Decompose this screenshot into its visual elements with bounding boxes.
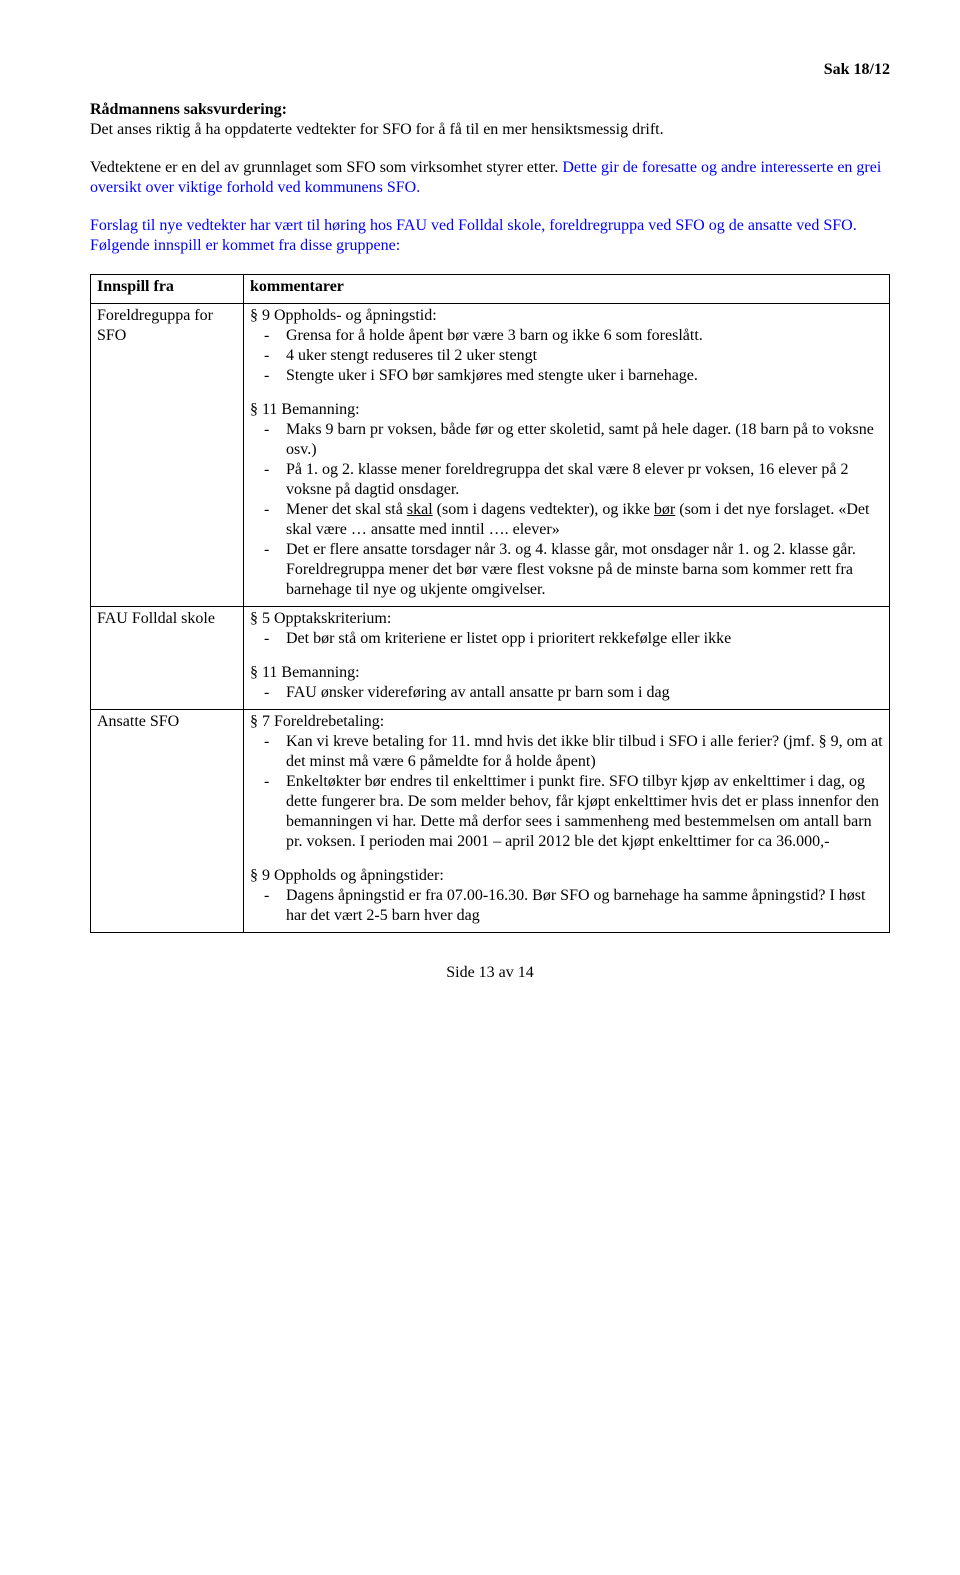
intro-p2: Vedtektene er en del av grunnlaget som S…	[90, 158, 890, 198]
s9-list-ansatte: Dagens åpningstid er fra 07.00-16.30. Bø…	[250, 886, 883, 926]
cell-from-foreldregruppa: Foreldreguppa for SFO	[91, 304, 244, 607]
table-row: Foreldreguppa for SFO § 9 Oppholds- og å…	[91, 304, 890, 607]
cell-comment-foreldregruppa: § 9 Oppholds- og åpningstid: Grensa for …	[244, 304, 890, 607]
s9-label-ansatte: § 9 Oppholds og åpningstider:	[250, 866, 883, 886]
list-item: Kan vi kreve betaling for 11. mnd hvis d…	[286, 732, 883, 772]
s9-list: Grensa for å holde åpent bør være 3 barn…	[250, 326, 883, 386]
list-item: FAU ønsker videreføring av antall ansatt…	[286, 683, 883, 703]
table-row: FAU Folldal skole § 5 Opptakskriterium: …	[91, 607, 890, 710]
page-header-sak: Sak 18/12	[90, 60, 890, 80]
innspill-table: Innspill fra kommentarer Foreldreguppa f…	[90, 274, 890, 933]
cell-from-fau: FAU Folldal skole	[91, 607, 244, 710]
intro-p3: Forslag til nye vedtekter har vært til h…	[90, 216, 890, 256]
s7-label: § 7 Foreldrebetaling:	[250, 712, 883, 732]
page-footer: Side 13 av 14	[90, 963, 890, 983]
table-row: Ansatte SFO § 7 Foreldrebetaling: Kan vi…	[91, 710, 890, 933]
underline-bor: bør	[654, 501, 675, 518]
list-item: 4 uker stengt reduseres til 2 uker steng…	[286, 346, 883, 366]
cell-comment-ansatte: § 7 Foreldrebetaling: Kan vi kreve betal…	[244, 710, 890, 933]
intro-p2a: Vedtektene er en del av grunnlaget som S…	[90, 159, 562, 176]
list-item: Enkeltøkter bør endres til enkelttimer i…	[286, 772, 883, 852]
underline-skal: skal	[407, 501, 433, 518]
section-title: Rådmannens saksvurdering:	[90, 100, 890, 120]
list-item: Stengte uker i SFO bør samkjøres med ste…	[286, 366, 883, 386]
s5-list: Det bør stå om kriteriene er listet opp …	[250, 629, 883, 649]
cell-comment-fau: § 5 Opptakskriterium: Det bør stå om kri…	[244, 607, 890, 710]
s11-label-fau: § 11 Bemanning:	[250, 663, 883, 683]
list-item: På 1. og 2. klasse mener foreldregruppa …	[286, 460, 883, 500]
s5-label: § 5 Opptakskriterium:	[250, 609, 883, 629]
s9-label: § 9 Oppholds- og åpningstid:	[250, 306, 883, 326]
table-header-row: Innspill fra kommentarer	[91, 275, 890, 304]
s11-list-fau: FAU ønsker videreføring av antall ansatt…	[250, 683, 883, 703]
list-item: Det bør stå om kriteriene er listet opp …	[286, 629, 883, 649]
s7-list: Kan vi kreve betaling for 11. mnd hvis d…	[250, 732, 883, 852]
txt: (som i dagens vedtekter), og ikke	[433, 501, 654, 518]
list-item: Mener det skal stå skal (som i dagens ve…	[286, 500, 883, 540]
th-innspill-fra: Innspill fra	[91, 275, 244, 304]
list-item: Maks 9 barn pr voksen, både før og etter…	[286, 420, 883, 460]
list-item: Grensa for å holde åpent bør være 3 barn…	[286, 326, 883, 346]
s11-label: § 11 Bemanning:	[250, 400, 883, 420]
cell-from-ansatte: Ansatte SFO	[91, 710, 244, 933]
s11-list: Maks 9 barn pr voksen, både før og etter…	[250, 420, 883, 600]
th-kommentarer: kommentarer	[244, 275, 890, 304]
txt: Mener det skal stå	[286, 501, 407, 518]
list-item: Det er flere ansatte torsdager når 3. og…	[286, 540, 883, 600]
intro-p1: Det anses riktig å ha oppdaterte vedtekt…	[90, 120, 890, 140]
list-item: Dagens åpningstid er fra 07.00-16.30. Bø…	[286, 886, 883, 926]
